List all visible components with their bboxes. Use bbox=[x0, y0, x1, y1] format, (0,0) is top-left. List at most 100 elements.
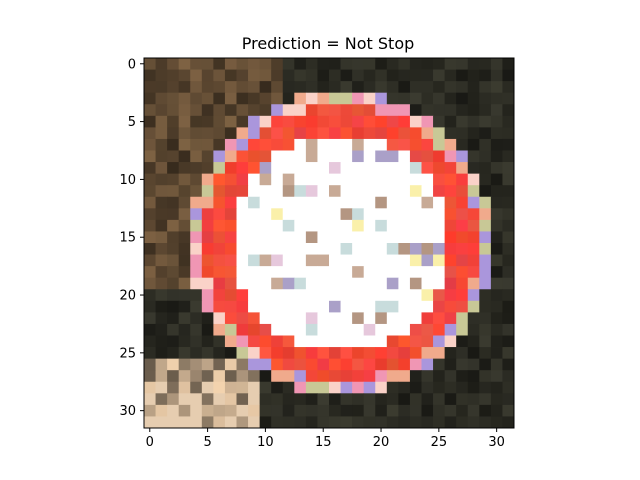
image-pixel bbox=[433, 381, 446, 394]
image-pixel bbox=[248, 266, 261, 279]
image-pixel bbox=[190, 323, 203, 336]
image-pixel bbox=[375, 404, 388, 417]
image-pixel bbox=[479, 381, 492, 394]
image-pixel bbox=[248, 185, 261, 198]
image-pixel bbox=[294, 173, 307, 186]
image-pixel bbox=[502, 115, 515, 128]
image-pixel bbox=[467, 358, 480, 371]
image-pixel bbox=[271, 335, 284, 348]
image-pixel bbox=[305, 208, 318, 221]
image-pixel bbox=[213, 416, 226, 429]
image-pixel bbox=[352, 358, 365, 371]
image-pixel bbox=[305, 300, 318, 313]
image-pixel bbox=[201, 358, 214, 371]
image-pixel bbox=[271, 185, 284, 198]
image-pixel bbox=[340, 58, 353, 70]
image-pixel bbox=[467, 370, 480, 383]
image-pixel bbox=[433, 358, 446, 371]
image-pixel bbox=[456, 208, 469, 221]
image-pixel bbox=[305, 416, 318, 429]
image-pixel bbox=[155, 277, 168, 290]
image-pixel bbox=[386, 266, 399, 279]
image-pixel bbox=[375, 104, 388, 117]
image-pixel bbox=[386, 115, 399, 128]
axes-frame bbox=[143, 57, 515, 429]
image-pixel bbox=[479, 231, 492, 244]
image-pixel bbox=[386, 254, 399, 267]
image-pixel bbox=[178, 81, 191, 94]
image-pixel bbox=[409, 393, 422, 406]
image-pixel bbox=[398, 219, 411, 232]
image-pixel bbox=[363, 150, 376, 163]
image-pixel bbox=[502, 416, 515, 429]
image-pixel bbox=[201, 347, 214, 360]
image-pixel bbox=[144, 323, 156, 336]
image-pixel bbox=[363, 231, 376, 244]
image-pixel bbox=[282, 277, 295, 290]
image-pixel bbox=[490, 173, 503, 186]
image-pixel bbox=[433, 138, 446, 151]
image-pixel bbox=[282, 81, 295, 94]
image-pixel bbox=[190, 104, 203, 117]
image-pixel bbox=[352, 393, 365, 406]
image-pixel bbox=[155, 196, 168, 209]
image-pixel bbox=[259, 358, 272, 371]
image-pixel bbox=[490, 219, 503, 232]
image-pixel bbox=[386, 196, 399, 209]
image-pixel bbox=[375, 138, 388, 151]
image-pixel bbox=[271, 277, 284, 290]
image-pixel bbox=[352, 92, 365, 105]
image-pixel bbox=[479, 196, 492, 209]
image-pixel bbox=[409, 300, 422, 313]
image-pixel bbox=[178, 69, 191, 82]
image-pixel bbox=[363, 416, 376, 429]
image-pixel bbox=[190, 185, 203, 198]
image-pixel bbox=[456, 219, 469, 232]
image-pixel bbox=[467, 185, 480, 198]
image-pixel bbox=[352, 69, 365, 82]
image-pixel bbox=[144, 69, 156, 82]
image-pixel bbox=[386, 162, 399, 175]
image-pixel bbox=[329, 300, 341, 313]
image-pixel bbox=[282, 289, 295, 302]
image-pixel bbox=[479, 115, 492, 128]
image-pixel bbox=[352, 104, 365, 117]
image-pixel bbox=[155, 347, 168, 360]
image-pixel bbox=[224, 127, 237, 140]
image-pixel bbox=[178, 231, 191, 244]
image-pixel bbox=[271, 162, 284, 175]
image-pixel bbox=[294, 404, 307, 417]
image-pixel bbox=[340, 138, 353, 151]
image-pixel bbox=[317, 254, 330, 267]
image-pixel bbox=[433, 254, 446, 267]
image-pixel bbox=[386, 58, 399, 70]
image-pixel bbox=[421, 393, 434, 406]
image-pixel bbox=[398, 196, 411, 209]
image-pixel bbox=[167, 254, 180, 267]
image-pixel bbox=[386, 150, 399, 163]
image-pixel bbox=[409, 243, 422, 255]
image-pixel bbox=[155, 138, 168, 151]
image-pixel bbox=[224, 173, 237, 186]
image-pixel bbox=[167, 393, 180, 406]
image-pixel bbox=[479, 266, 492, 279]
image-pixel bbox=[386, 393, 399, 406]
image-pixel bbox=[294, 150, 307, 163]
image-pixel bbox=[386, 127, 399, 140]
image-pixel bbox=[224, 312, 237, 325]
image-pixel bbox=[444, 104, 457, 117]
image-pixel bbox=[282, 58, 295, 70]
image-pixel bbox=[155, 254, 168, 267]
image-pixel bbox=[409, 381, 422, 394]
image-pixel bbox=[190, 231, 203, 244]
image-pixel bbox=[421, 185, 434, 198]
image-pixel bbox=[479, 300, 492, 313]
image-pixel bbox=[467, 104, 480, 117]
image-pixel bbox=[213, 69, 226, 82]
image-pixel bbox=[144, 266, 156, 279]
image-pixel bbox=[375, 358, 388, 371]
image-pixel bbox=[502, 138, 515, 151]
image-pixel bbox=[433, 219, 446, 232]
image-pixel bbox=[271, 254, 284, 267]
